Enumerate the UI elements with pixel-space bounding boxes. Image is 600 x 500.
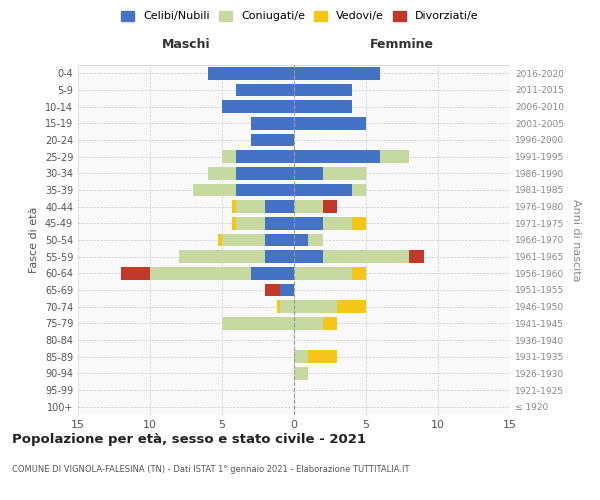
Bar	[236, 167, 294, 179]
Bar	[308, 350, 337, 363]
Bar	[236, 184, 294, 196]
Bar	[218, 234, 222, 246]
Bar	[265, 200, 294, 213]
Bar	[323, 250, 409, 263]
Y-axis label: Anni di nascita: Anni di nascita	[571, 198, 581, 281]
Bar	[294, 367, 308, 380]
Bar	[236, 150, 294, 163]
Bar	[121, 267, 150, 280]
Bar	[277, 300, 280, 313]
Bar	[222, 150, 236, 163]
Bar	[280, 284, 294, 296]
Bar	[232, 217, 236, 230]
Bar	[380, 150, 409, 163]
Bar	[409, 250, 424, 263]
Legend: Celibi/Nubili, Coniugati/e, Vedovi/e, Divorziati/e: Celibi/Nubili, Coniugati/e, Vedovi/e, Di…	[121, 10, 479, 22]
Bar	[294, 100, 352, 113]
Bar	[179, 250, 265, 263]
Bar	[294, 84, 352, 96]
Bar	[294, 117, 366, 130]
Text: COMUNE DI VIGNOLA-FALESINA (TN) - Dati ISTAT 1° gennaio 2021 - Elaborazione TUTT: COMUNE DI VIGNOLA-FALESINA (TN) - Dati I…	[12, 466, 409, 474]
Bar	[352, 184, 366, 196]
Bar	[352, 267, 366, 280]
Bar	[232, 200, 236, 213]
Bar	[294, 250, 323, 263]
Bar	[150, 267, 251, 280]
Text: Femmine: Femmine	[370, 38, 434, 51]
Bar	[308, 234, 323, 246]
Bar	[208, 167, 236, 179]
Bar	[193, 184, 236, 196]
Bar	[265, 217, 294, 230]
Text: Popolazione per età, sesso e stato civile - 2021: Popolazione per età, sesso e stato civil…	[12, 432, 366, 446]
Bar	[265, 284, 280, 296]
Bar	[323, 200, 337, 213]
Bar	[323, 217, 352, 230]
Bar	[352, 217, 366, 230]
Bar	[251, 117, 294, 130]
Bar	[251, 134, 294, 146]
Bar	[294, 200, 323, 213]
Bar	[236, 200, 265, 213]
Bar	[208, 67, 294, 80]
Bar	[323, 167, 366, 179]
Bar	[222, 317, 294, 330]
Bar	[294, 234, 308, 246]
Bar	[222, 100, 294, 113]
Y-axis label: Fasce di età: Fasce di età	[29, 207, 39, 273]
Bar	[251, 267, 294, 280]
Bar	[294, 184, 352, 196]
Bar	[294, 67, 380, 80]
Bar	[294, 167, 323, 179]
Text: Maschi: Maschi	[161, 38, 211, 51]
Bar	[236, 217, 265, 230]
Bar	[222, 234, 265, 246]
Bar	[236, 84, 294, 96]
Bar	[294, 217, 323, 230]
Bar	[294, 267, 352, 280]
Bar	[280, 300, 294, 313]
Bar	[294, 317, 323, 330]
Bar	[294, 350, 308, 363]
Bar	[294, 150, 380, 163]
Bar	[294, 300, 337, 313]
Bar	[323, 317, 337, 330]
Bar	[265, 250, 294, 263]
Bar	[337, 300, 366, 313]
Bar	[265, 234, 294, 246]
